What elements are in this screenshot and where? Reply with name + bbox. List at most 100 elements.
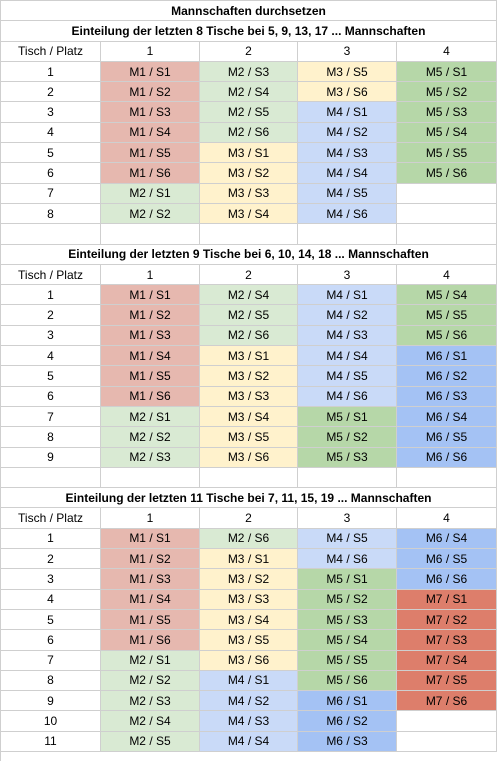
empty-cell[interactable] [101,224,200,245]
table-number-cell[interactable]: 6 [1,386,101,407]
assignment-cell[interactable]: M4 / S1 [298,285,397,306]
empty-cell[interactable] [397,224,497,245]
assignment-cell[interactable]: M2 / S4 [200,82,298,103]
assignment-cell[interactable]: M4 / S4 [298,163,397,184]
table-number-cell[interactable]: 7 [1,650,101,671]
assignment-cell[interactable]: M1 / S6 [101,386,200,407]
assignment-cell[interactable]: M2 / S2 [101,427,200,448]
assignment-cell[interactable]: M1 / S5 [101,366,200,387]
assignment-cell[interactable]: M4 / S3 [200,711,298,732]
assignment-cell[interactable]: M2 / S1 [101,650,200,671]
assignment-cell[interactable]: M6 / S1 [298,691,397,712]
assignment-cell[interactable]: M4 / S6 [298,549,397,570]
table-number-cell[interactable]: 2 [1,549,101,570]
assignment-cell[interactable]: M4 / S3 [298,143,397,164]
assignment-cell[interactable]: M6 / S3 [298,731,397,752]
assignment-cell[interactable]: M2 / S1 [101,183,200,204]
assignment-cell[interactable]: M3 / S3 [200,589,298,610]
assignment-cell[interactable]: M3 / S4 [200,609,298,631]
assignment-cell[interactable]: M6 / S5 [397,427,497,448]
header-cell-platz-2[interactable]: 2 [200,264,298,286]
header-cell-platz-1[interactable]: 1 [101,264,200,286]
table-number-cell[interactable]: 2 [1,305,101,326]
assignment-cell[interactable]: M2 / S2 [101,670,200,692]
assignment-cell[interactable]: M1 / S2 [101,305,200,326]
table-number-cell[interactable]: 7 [1,406,101,428]
assignment-cell[interactable]: M4 / S2 [298,305,397,326]
assignment-cell[interactable]: M1 / S6 [101,163,200,184]
assignment-cell[interactable]: M3 / S2 [200,366,298,387]
assignment-cell[interactable]: M4 / S5 [298,366,397,387]
assignment-cell[interactable]: M2 / S5 [101,731,200,752]
empty-cell[interactable] [101,467,200,489]
empty-cell[interactable] [1,467,101,489]
table-number-cell[interactable]: 4 [1,589,101,610]
assignment-cell[interactable]: M3 / S2 [200,163,298,184]
assignment-cell[interactable]: M6 / S5 [397,549,497,570]
assignment-cell[interactable]: M2 / S6 [200,528,298,550]
assignment-cell[interactable]: M5 / S6 [397,325,497,347]
assignment-cell[interactable]: M5 / S4 [397,122,497,144]
assignment-cell[interactable]: M5 / S3 [298,447,397,468]
assignment-cell[interactable]: M5 / S3 [298,609,397,631]
empty-cell[interactable] [298,467,397,489]
assignment-cell[interactable]: M5 / S5 [397,305,497,326]
header-cell-tisch-platz[interactable]: Tisch / Platz [1,508,101,529]
assignment-cell[interactable]: M4 / S6 [298,203,397,225]
assignment-cell[interactable]: M5 / S4 [397,285,497,306]
assignment-cell[interactable] [397,203,497,225]
assignment-cell[interactable]: M6 / S4 [397,528,497,550]
assignment-cell[interactable]: M3 / S5 [298,61,397,83]
assignment-cell[interactable]: M4 / S5 [298,528,397,550]
assignment-cell[interactable]: M3 / S5 [200,630,298,651]
assignment-cell[interactable]: M1 / S4 [101,122,200,144]
assignment-cell[interactable]: M5 / S6 [397,163,497,184]
assignment-cell[interactable]: M4 / S4 [298,346,397,367]
assignment-cell[interactable]: M1 / S1 [101,285,200,306]
assignment-cell[interactable]: M2 / S3 [101,691,200,712]
assignment-cell[interactable]: M1 / S3 [101,102,200,123]
header-cell-platz-3[interactable]: 3 [298,41,397,62]
table-number-cell[interactable]: 7 [1,183,101,204]
assignment-cell[interactable]: M3 / S5 [200,427,298,448]
assignment-cell[interactable] [397,731,497,752]
assignment-cell[interactable]: M5 / S2 [298,427,397,448]
table-number-cell[interactable]: 9 [1,447,101,468]
assignment-cell[interactable]: M3 / S3 [200,386,298,407]
table-number-cell[interactable]: 5 [1,366,101,387]
assignment-cell[interactable]: M6 / S4 [397,406,497,428]
table-number-cell[interactable]: 8 [1,670,101,692]
assignment-cell[interactable]: M5 / S3 [397,102,497,123]
assignment-cell[interactable]: M1 / S5 [101,609,200,631]
assignment-cell[interactable]: M3 / S6 [200,447,298,468]
assignment-cell[interactable]: M3 / S1 [200,549,298,570]
assignment-cell[interactable]: M2 / S4 [101,711,200,732]
assignment-cell[interactable]: M6 / S2 [397,366,497,387]
assignment-cell[interactable]: M2 / S4 [200,285,298,306]
assignment-cell[interactable]: M3 / S1 [200,143,298,164]
table-number-cell[interactable]: 1 [1,285,101,306]
assignment-cell[interactable]: M6 / S1 [397,346,497,367]
header-cell-platz-1[interactable]: 1 [101,41,200,62]
empty-cell[interactable] [298,224,397,245]
assignment-cell[interactable]: M5 / S1 [298,406,397,428]
table-number-cell[interactable]: 2 [1,82,101,103]
assignment-cell[interactable]: M2 / S1 [101,406,200,428]
assignment-cell[interactable]: M1 / S2 [101,82,200,103]
assignment-cell[interactable]: M4 / S3 [298,325,397,347]
assignment-cell[interactable]: M3 / S4 [200,406,298,428]
assignment-cell[interactable]: M4 / S4 [200,731,298,752]
assignment-cell[interactable]: M3 / S3 [200,183,298,204]
empty-cell[interactable] [397,467,497,489]
table-number-cell[interactable]: 8 [1,427,101,448]
header-cell-platz-2[interactable]: 2 [200,41,298,62]
assignment-cell[interactable]: M2 / S2 [101,203,200,225]
assignment-cell[interactable]: M6 / S3 [397,386,497,407]
assignment-cell[interactable]: M2 / S6 [200,122,298,144]
assignment-cell[interactable]: M6 / S6 [397,569,497,590]
assignment-cell[interactable]: M7 / S6 [397,691,497,712]
assignment-cell[interactable]: M2 / S3 [101,447,200,468]
header-cell-platz-2[interactable]: 2 [200,508,298,529]
assignment-cell[interactable]: M1 / S3 [101,569,200,590]
assignment-cell[interactable]: M5 / S4 [298,630,397,651]
